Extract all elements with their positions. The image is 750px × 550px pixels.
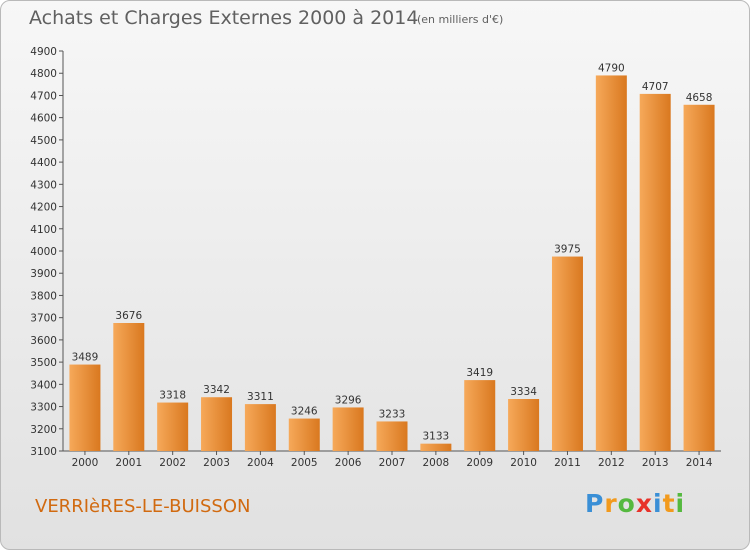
data-label: 3334	[510, 386, 537, 398]
city-name: VERRIèRES-LE-BUISSON	[35, 496, 251, 517]
bar	[69, 364, 101, 451]
y-tick-label: 3400	[30, 379, 57, 391]
logo-letter: t	[662, 489, 676, 518]
x-tick-label: 2013	[642, 457, 669, 469]
x-tick-label: 2007	[379, 457, 406, 469]
bars	[69, 75, 715, 452]
data-labels: 3489 3676 3318 3342 3311 3246 3296 3233 3133 3419…	[72, 62, 713, 442]
x-tick-label: 2002	[159, 457, 186, 469]
y-tick-label: 3800	[30, 290, 57, 302]
logo-letter: x	[635, 489, 653, 518]
logo-letter: o	[617, 489, 636, 518]
y-tick-label: 3700	[30, 313, 57, 325]
data-label: 3133	[422, 431, 449, 443]
x-tick-label: 2000	[72, 457, 99, 469]
y-tick-label: 4800	[30, 68, 57, 80]
x-tick-label: 2005	[291, 457, 318, 469]
x-tick-label: 2014	[686, 457, 713, 469]
y-tick-label: 3900	[30, 268, 57, 280]
logo-letter: r	[604, 489, 618, 518]
bar	[376, 421, 408, 451]
bar	[288, 418, 320, 451]
bar	[157, 402, 189, 451]
chart-unit-label: (en milliers d'€)	[417, 13, 504, 26]
y-axis: 3100 3200 3300 3400 3500 3600 3700 3800 3900 4000…	[30, 46, 64, 458]
data-label: 4658	[686, 92, 713, 104]
x-axis: 2000 2001 2002 2003 2004 2005 2006 2007 2008 2009…	[63, 450, 721, 469]
logo-letter: P	[585, 489, 605, 518]
bar	[551, 256, 583, 451]
y-tick-label: 4200	[30, 202, 57, 214]
y-tick-label: 4500	[30, 135, 57, 147]
y-tick-label: 3600	[30, 335, 57, 347]
y-tick-label: 4300	[30, 179, 57, 191]
bar	[464, 380, 496, 451]
data-label: 3233	[379, 408, 406, 420]
data-label: 3311	[247, 391, 274, 403]
bar	[244, 404, 276, 451]
data-label: 4790	[598, 62, 625, 74]
data-label: 3296	[335, 394, 362, 406]
bar	[420, 443, 452, 451]
data-label: 3342	[203, 384, 230, 396]
x-tick-label: 2003	[203, 457, 230, 469]
data-label: 3246	[291, 406, 318, 418]
y-tick-label: 4000	[30, 246, 57, 258]
y-tick-label: 4400	[30, 157, 57, 169]
data-label: 3419	[466, 367, 493, 379]
y-tick-label: 3300	[30, 402, 57, 414]
y-tick-label: 4100	[30, 224, 57, 236]
proxiti-logo: Proxiti	[585, 489, 685, 518]
y-tick-label: 3200	[30, 424, 57, 436]
y-tick-label: 4600	[30, 113, 57, 125]
bar	[595, 75, 627, 451]
data-label: 3318	[159, 390, 186, 402]
data-label: 3676	[115, 310, 142, 322]
bar	[508, 399, 540, 451]
y-tick-label: 4700	[30, 90, 57, 102]
x-tick-label: 2004	[247, 457, 274, 469]
chart-title: Achats et Charges Externes 2000 à 2014	[29, 7, 419, 29]
x-tick-label: 2010	[510, 457, 537, 469]
data-label: 4707	[642, 81, 669, 93]
y-tick-label: 3500	[30, 357, 57, 369]
logo-letter: i	[675, 489, 686, 518]
bar	[332, 407, 364, 451]
x-tick-label: 2006	[335, 457, 362, 469]
bar	[113, 323, 145, 451]
data-label: 3489	[72, 352, 99, 364]
logo-letter: i	[653, 489, 663, 518]
x-tick-label: 2008	[422, 457, 449, 469]
bar	[639, 93, 671, 451]
y-tick-label: 4900	[30, 46, 57, 58]
bar	[201, 397, 233, 451]
data-label: 3975	[554, 244, 581, 256]
bar	[683, 104, 715, 452]
x-tick-label: 2011	[554, 457, 581, 469]
x-tick-label: 2009	[466, 457, 493, 469]
y-tick-label: 3100	[30, 446, 57, 458]
x-tick-label: 2001	[115, 457, 142, 469]
x-tick-label: 2012	[598, 457, 625, 469]
